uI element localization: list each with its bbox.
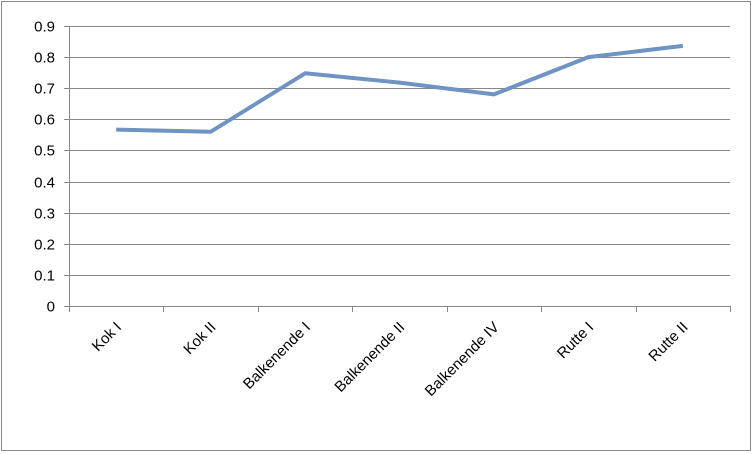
x-tick-label: Kok I: [89, 319, 125, 355]
y-tick-label: 0.1: [34, 268, 55, 285]
x-tick-label: Balkenende I: [240, 319, 314, 393]
x-tick-labels: Kok I Kok II Balkenende I Balkenende II Balk…: [89, 319, 692, 400]
series-line-0: [116, 43, 684, 134]
y-tick-label: 0.5: [34, 143, 55, 160]
y-tick-label: 0.8: [34, 50, 55, 67]
x-tick-label: Kok II: [180, 319, 219, 358]
y-tick-label: 0.4: [34, 175, 55, 192]
series-group: [116, 43, 684, 134]
x-tick-label: Balkenende II: [331, 319, 408, 396]
y-tick-label: 0.7: [34, 81, 55, 98]
y-tick-label: 0.6: [34, 112, 55, 129]
y-tick-label: 0.3: [34, 206, 55, 223]
y-tick-label: 0.9: [34, 19, 55, 36]
y-tick-label: 0.2: [34, 237, 55, 254]
x-tick-label: Balkenende IV: [422, 319, 503, 400]
axes: [64, 26, 731, 312]
gridlines: [69, 26, 730, 276]
y-tick-labels: 0 0.1 0.2 0.3 0.4 0.5 0.6 0.7 0.8 0.9: [34, 19, 55, 316]
x-tick-label: Rutte II: [645, 319, 691, 365]
x-tick-label: Rutte I: [554, 319, 597, 362]
y-tick-label: 0: [47, 299, 55, 316]
